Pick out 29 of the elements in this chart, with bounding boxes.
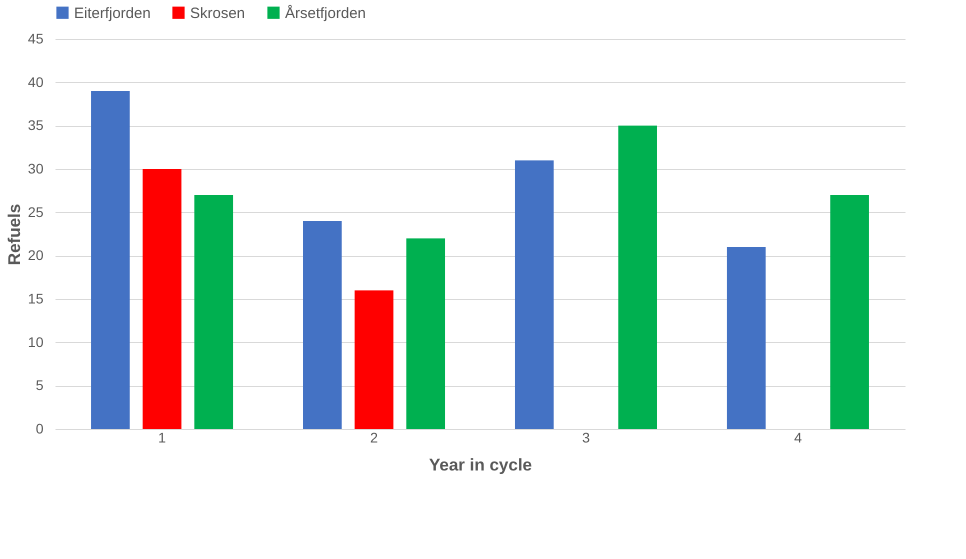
y-tick-label: 35 bbox=[28, 117, 44, 134]
legend-label: Årsetfjorden bbox=[285, 4, 366, 22]
bar bbox=[303, 221, 342, 429]
bar bbox=[91, 91, 130, 429]
bar bbox=[830, 195, 869, 429]
y-tick-label: 25 bbox=[28, 204, 44, 220]
y-tick-label: 0 bbox=[36, 420, 44, 436]
x-tick-label: 1 bbox=[158, 430, 166, 446]
x-tick-label: 4 bbox=[794, 430, 802, 446]
y-tick-label: 5 bbox=[36, 377, 44, 394]
y-tick-label: 30 bbox=[28, 160, 44, 176]
y-tick-label: 15 bbox=[28, 290, 44, 306]
legend-label: Skrosen bbox=[190, 4, 246, 22]
bar bbox=[514, 160, 554, 429]
bar bbox=[354, 290, 394, 429]
y-tick-label: 45 bbox=[28, 30, 44, 46]
x-tick-label: 2 bbox=[370, 430, 378, 446]
y-tick-label: 20 bbox=[28, 247, 44, 264]
y-axis-title: Refuels bbox=[4, 204, 24, 266]
bar bbox=[406, 238, 446, 429]
bar bbox=[618, 126, 657, 429]
bar bbox=[726, 247, 766, 429]
y-tick-label: 10 bbox=[28, 334, 44, 350]
x-tick-label: 3 bbox=[582, 430, 590, 446]
y-tick-label: 40 bbox=[28, 74, 44, 90]
legend-label: Eiterfjorden bbox=[74, 4, 151, 22]
x-axis-title: Year in cycle bbox=[428, 456, 532, 474]
bar bbox=[142, 169, 182, 429]
bar bbox=[194, 195, 234, 429]
